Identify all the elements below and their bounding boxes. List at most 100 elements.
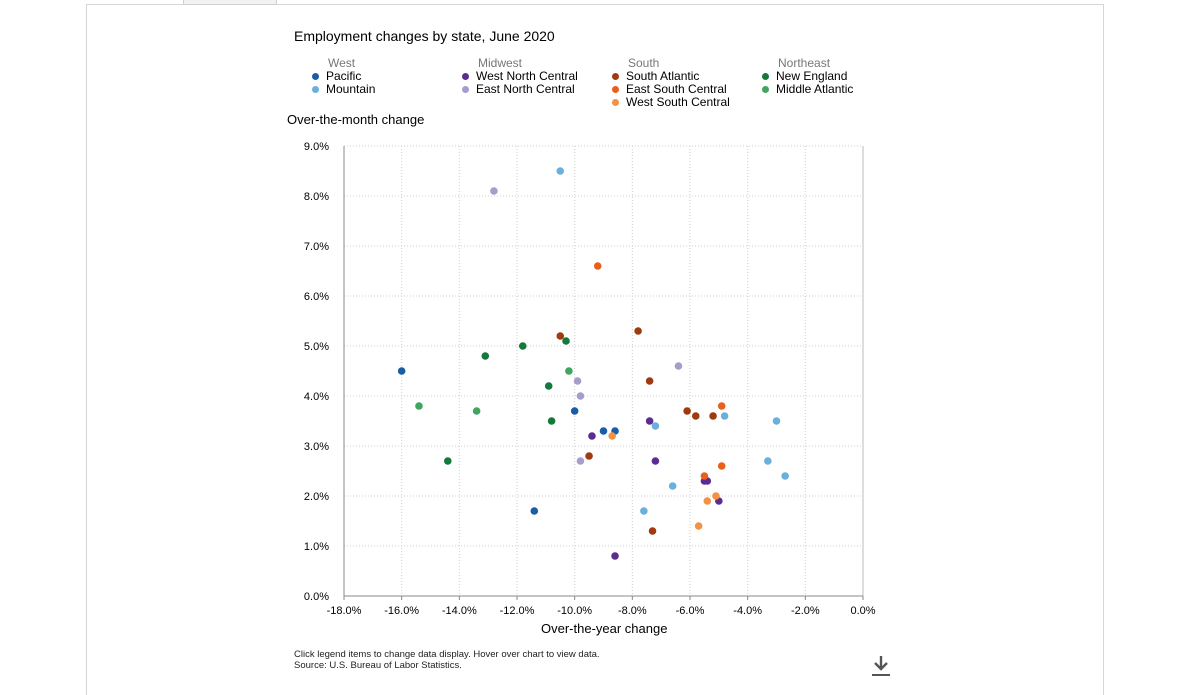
y-tick-label: 4.0% bbox=[304, 391, 329, 403]
scatter-chart[interactable]: -18.0% -16.0% -14.0% -12.0% -10.0% -8.0% -6.0%… bbox=[0, 0, 1192, 680]
data-point[interactable] bbox=[651, 422, 660, 430]
legend-item-west-north-central[interactable]: West North Central bbox=[458, 70, 578, 83]
data-point[interactable] bbox=[645, 417, 654, 425]
legend-group-label: South bbox=[628, 56, 660, 70]
data-point[interactable] bbox=[674, 362, 683, 370]
data-point[interactable] bbox=[415, 402, 423, 410]
x-tick-label: -2.0% bbox=[791, 605, 820, 617]
legend-label: Mountain bbox=[326, 82, 376, 96]
footnote: Click legend items to change data displa… bbox=[294, 649, 600, 671]
legend-group-midwest: Midwest West North Central East North Cent… bbox=[458, 57, 578, 96]
y-tick-label: 7.0% bbox=[304, 241, 329, 253]
legend-marker bbox=[312, 73, 319, 80]
x-tick-label: -10.0% bbox=[557, 605, 592, 617]
data-point[interactable] bbox=[556, 332, 565, 340]
data-point[interactable] bbox=[481, 352, 490, 360]
data-point[interactable] bbox=[588, 432, 596, 440]
data-point[interactable] bbox=[634, 327, 642, 335]
y-tick-label: 3.0% bbox=[304, 441, 329, 453]
legend-item-mountain[interactable]: Mountain bbox=[308, 83, 375, 96]
data-point[interactable] bbox=[547, 417, 556, 425]
data-point[interactable] bbox=[518, 342, 527, 350]
data-point[interactable] bbox=[585, 452, 593, 460]
data-point[interactable] bbox=[556, 167, 565, 175]
data-point[interactable] bbox=[530, 507, 539, 515]
data-point[interactable] bbox=[781, 472, 789, 480]
data-point[interactable] bbox=[576, 392, 585, 400]
legend-label: South Atlantic bbox=[626, 69, 700, 83]
legend-item-south-atlantic[interactable]: South Atlantic bbox=[608, 70, 730, 83]
data-point[interactable] bbox=[694, 522, 703, 530]
x-tick-label: -4.0% bbox=[733, 605, 762, 617]
data-point[interactable] bbox=[648, 527, 657, 535]
legend-label: West South Central bbox=[626, 95, 730, 109]
data-point[interactable] bbox=[772, 417, 781, 425]
y-tick-label: 9.0% bbox=[304, 141, 329, 153]
data-point[interactable] bbox=[703, 497, 712, 505]
legend-group-label: Midwest bbox=[478, 56, 523, 70]
data-point[interactable] bbox=[645, 377, 654, 385]
footnote-instructions: Click legend items to change data displa… bbox=[294, 649, 600, 660]
data-point[interactable] bbox=[593, 262, 602, 270]
legend-item-middle-atlantic[interactable]: Middle Atlantic bbox=[758, 83, 853, 96]
data-point[interactable] bbox=[570, 407, 579, 415]
tab-stub[interactable] bbox=[183, 0, 277, 5]
y-tick-label: 6.0% bbox=[304, 291, 329, 303]
legend-label: New England bbox=[776, 69, 848, 83]
legend-group-west: West Pacific Mountain bbox=[308, 57, 375, 96]
data-point[interactable] bbox=[668, 482, 677, 490]
data-point[interactable] bbox=[490, 187, 498, 195]
legend-group-label: Northeast bbox=[778, 56, 831, 70]
legend-marker bbox=[612, 99, 619, 106]
legend-group-south: South South Atlantic East South Central Wes… bbox=[608, 57, 730, 109]
data-point[interactable] bbox=[717, 402, 726, 410]
data-point[interactable] bbox=[562, 337, 570, 345]
x-tick-label: -12.0% bbox=[500, 605, 535, 617]
y-axis-title: Over-the-month change bbox=[287, 112, 425, 127]
download-icon[interactable] bbox=[869, 654, 893, 678]
data-point[interactable] bbox=[712, 492, 720, 500]
chart-frame bbox=[86, 4, 1104, 695]
legend-item-east-south-central[interactable]: East South Central bbox=[608, 83, 730, 96]
data-point[interactable] bbox=[565, 367, 573, 375]
legend-item-west-south-central[interactable]: West South Central bbox=[608, 96, 730, 109]
legend-marker bbox=[462, 73, 469, 80]
data-point[interactable] bbox=[611, 552, 619, 560]
data-point[interactable] bbox=[683, 407, 691, 415]
legend-label: East South Central bbox=[626, 82, 727, 96]
data-point[interactable] bbox=[576, 457, 585, 465]
legend-marker bbox=[612, 86, 619, 93]
legend-label: West North Central bbox=[476, 69, 578, 83]
data-point[interactable] bbox=[573, 377, 582, 385]
x-axis-title: Over-the-year change bbox=[541, 621, 668, 636]
y-tick-label: 2.0% bbox=[304, 491, 329, 503]
x-tick-label: -8.0% bbox=[618, 605, 647, 617]
footnote-source: Source: U.S. Bureau of Labor Statistics. bbox=[294, 660, 462, 671]
legend-item-new-england[interactable]: New England bbox=[758, 70, 853, 83]
legend-item-east-north-central[interactable]: East North Central bbox=[458, 83, 578, 96]
data-point[interactable] bbox=[720, 412, 729, 420]
data-point[interactable] bbox=[764, 457, 772, 465]
data-point[interactable] bbox=[717, 462, 726, 470]
data-point[interactable] bbox=[691, 412, 700, 420]
data-point[interactable] bbox=[544, 382, 553, 390]
data-point[interactable] bbox=[444, 457, 452, 465]
data-point[interactable] bbox=[640, 507, 648, 515]
data-point[interactable] bbox=[608, 432, 616, 440]
data-point[interactable] bbox=[599, 427, 608, 435]
legend-label: East North Central bbox=[476, 82, 575, 96]
data-point[interactable] bbox=[472, 407, 481, 415]
legend-marker bbox=[762, 86, 769, 93]
legend-marker bbox=[762, 73, 769, 80]
x-tick-label: -16.0% bbox=[384, 605, 419, 617]
chart-title: Employment changes by state, June 2020 bbox=[294, 28, 555, 44]
y-tick-label: 5.0% bbox=[304, 341, 329, 353]
data-point[interactable] bbox=[700, 472, 709, 480]
data-point[interactable] bbox=[651, 457, 660, 465]
legend-marker bbox=[462, 86, 469, 93]
data-point[interactable] bbox=[397, 367, 406, 375]
legend-item-pacific[interactable]: Pacific bbox=[308, 70, 375, 83]
x-tick-label: -6.0% bbox=[676, 605, 705, 617]
data-point[interactable] bbox=[709, 412, 717, 420]
x-tick-label: 0.0% bbox=[850, 605, 875, 617]
